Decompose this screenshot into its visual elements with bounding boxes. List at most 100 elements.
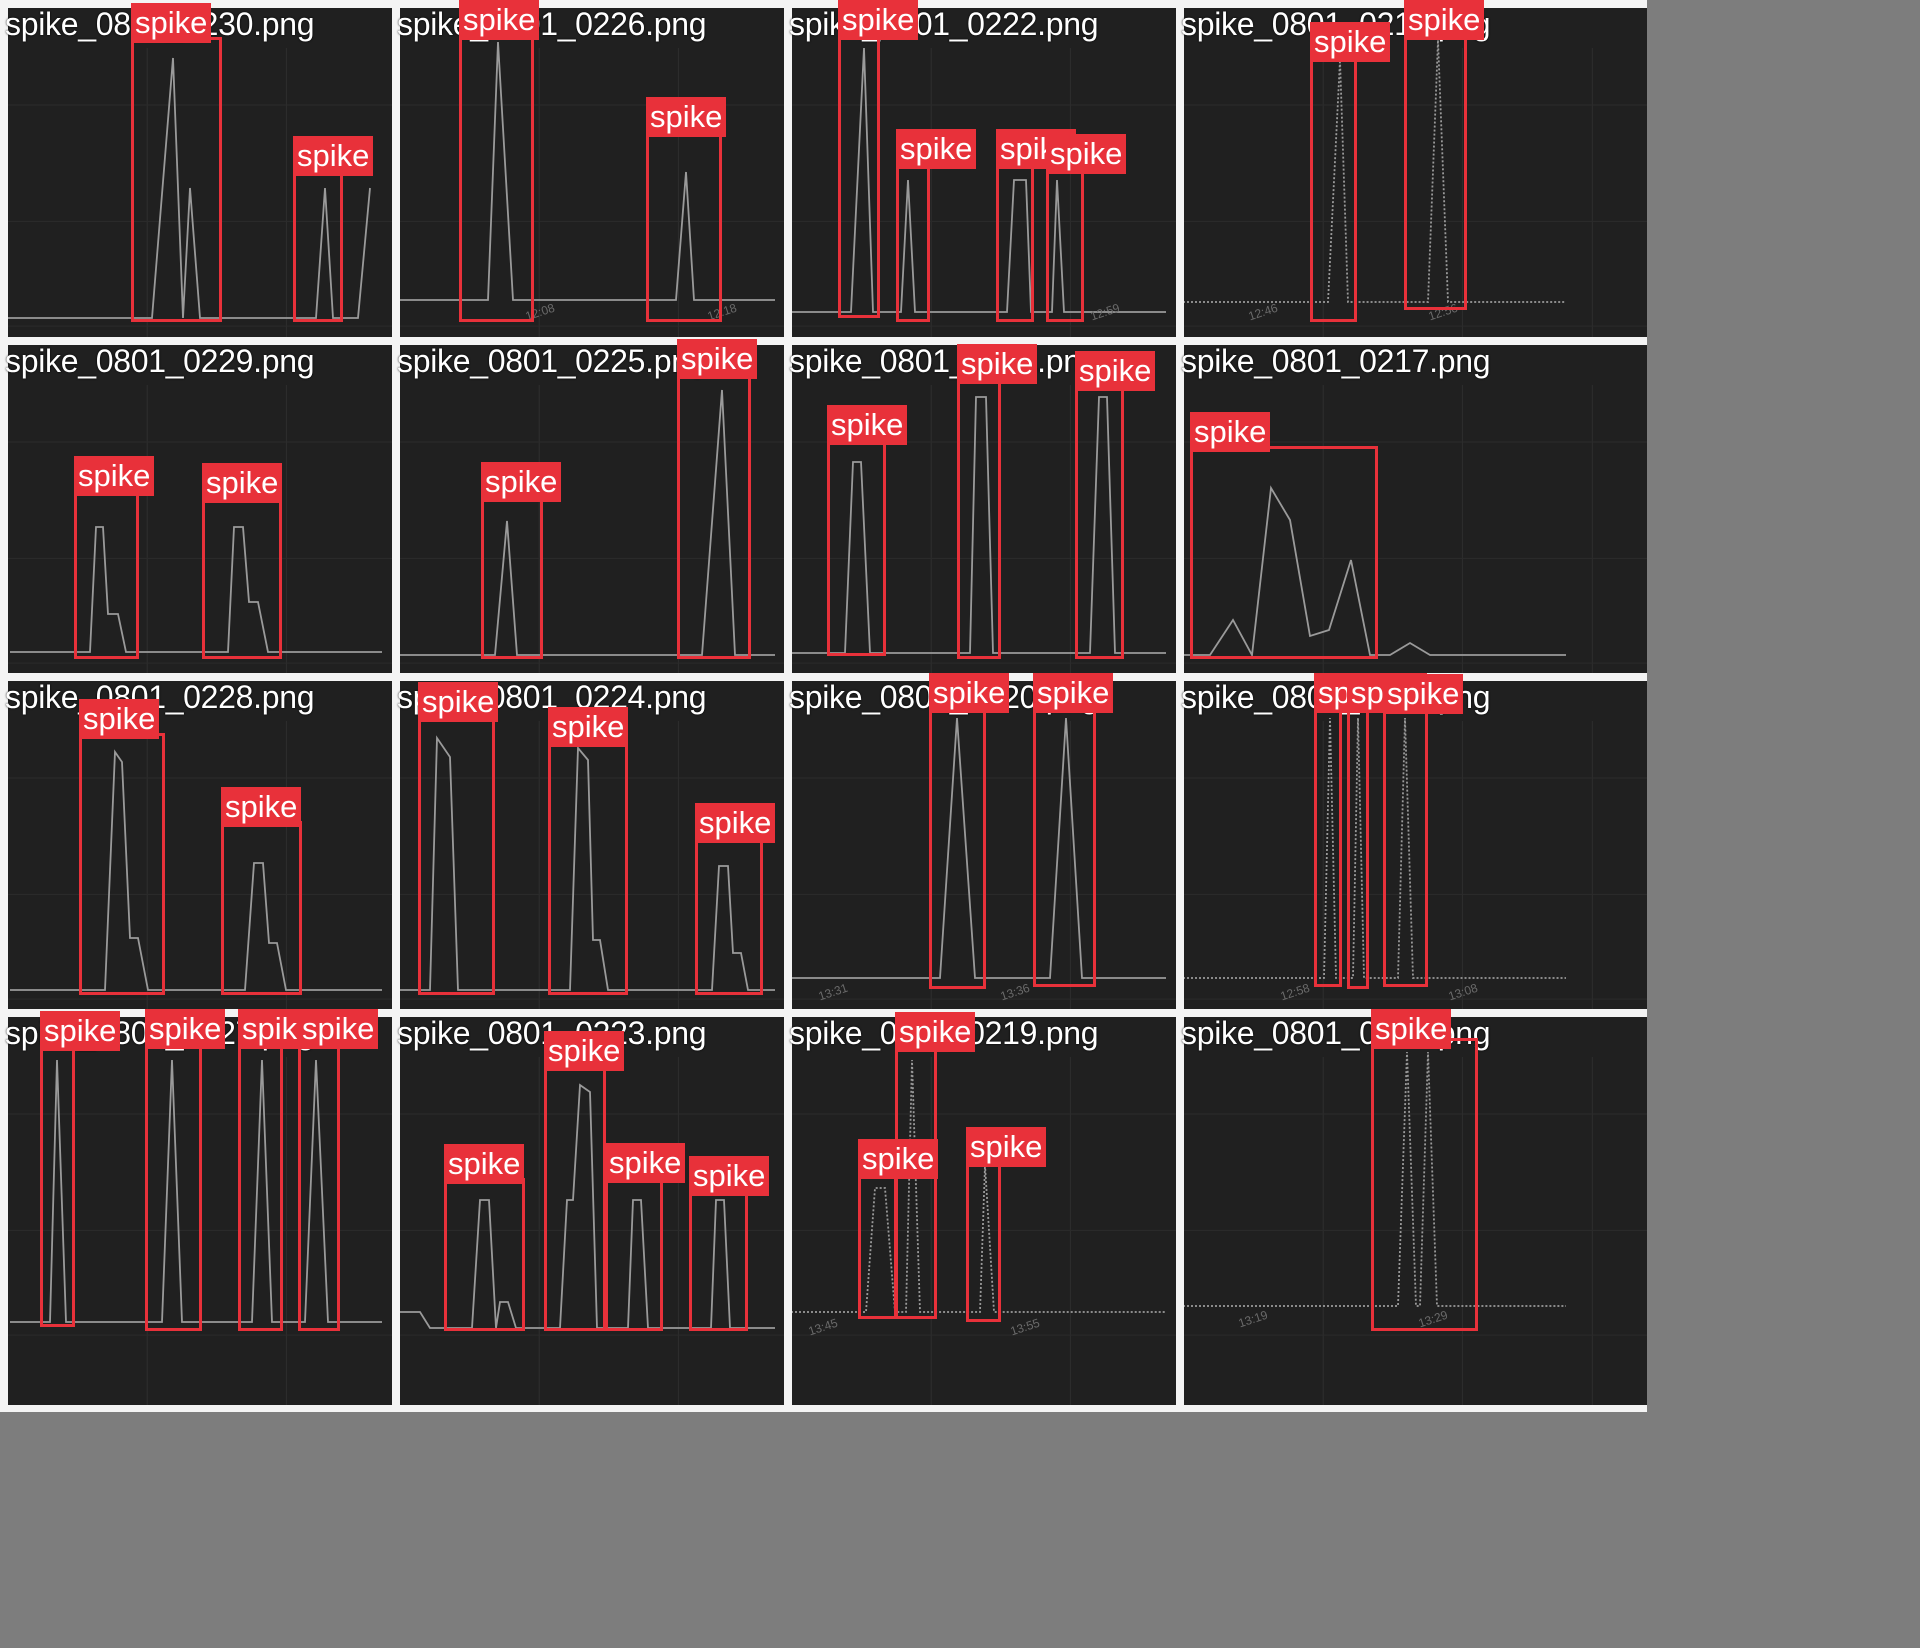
result-panel: 12:5813:08spike_0801_0216.pngspikespikes… [1176,673,1647,1076]
chart-screenshot: 13:19 13:29 [1184,1017,1647,1405]
panel-filename: spike_0801_0229.png [5,343,315,379]
detection-bounding-box [1310,56,1357,322]
metric-trace-line [10,749,382,991]
detection-bounding-box [238,1035,283,1331]
detection-class-label: spike [79,699,160,739]
metric-trace-line [400,389,775,656]
detection-class-label: spike [838,0,919,40]
detection-bounding-box [221,821,302,995]
detection-bounding-box [677,373,751,659]
metric-trace-line [10,526,382,653]
detection-bounding-box [544,1065,606,1331]
panel-filename: spike_0801_0226.png [397,6,707,42]
detection-class-label: spike [74,456,155,496]
panel-filename: spike_0801_0217.png [1181,343,1491,379]
detection-class-label: spike [131,3,212,43]
detection-class-label: spike [646,97,727,137]
panel-filename: spike_0801_0225.png [397,343,707,379]
metric-trace-line [792,717,1166,979]
detection-class-label: spike [418,682,499,722]
detection-bounding-box [929,703,986,989]
detection-bounding-box [1347,700,1369,989]
detection-bounding-box [605,1177,663,1331]
chart-screenshot: 12:58 13:08 [1184,681,1647,1069]
panel-filename: spike_0801_0222.png [789,6,1099,42]
detection-class-label: spike [481,462,562,502]
detection-bounding-box [646,131,722,322]
detection-bounding-box [548,741,628,995]
detection-bounding-box [459,28,534,322]
metric-trace-line [10,1059,382,1323]
detection-bounding-box [896,163,930,322]
detection-bounding-box [1371,1038,1478,1331]
detection-class-label: spike [1046,134,1127,174]
detection-class-label: spike [605,1143,686,1183]
detection-bounding-box [1046,168,1084,322]
result-panel: 13:19 13:29 spike_0801_0215.png spike [1176,1009,1647,1412]
detection-class-label: spike [895,1012,976,1052]
detection-class-label: spike [1033,673,1114,713]
detection-class-label: spike [689,1156,770,1196]
detection-bounding-box [131,37,222,322]
detection-bounding-box [827,439,886,656]
detection-bounding-box [689,1190,748,1331]
detection-bounding-box [444,1178,525,1331]
panel-filename: spike_0801_0228.png [5,679,315,715]
detection-bounding-box [957,378,1001,659]
detection-class-label: spike [221,787,302,827]
detection-class-label: spike [1404,0,1485,40]
metric-trace-line [792,396,1166,654]
metric-trace-line [792,47,1166,313]
detection-class-label: spike [544,1031,625,1071]
detection-bounding-box [145,1040,202,1331]
detection-bounding-box [1404,30,1467,310]
detection-class-label: spike [677,339,758,379]
detection-bounding-box [1033,703,1096,987]
detection-class-label: spike [858,1139,939,1179]
detection-class-label: spike [1371,1009,1452,1049]
detection-class-label: spike [695,803,776,843]
detection-class-label: spike [827,405,908,445]
chart-screenshot: 12:46 12:56 [1184,8,1647,396]
metric-trace-line [1184,39,1566,303]
metric-trace-line [1184,1051,1566,1307]
metric-trace-line [400,41,775,301]
detection-class-label: spike [957,344,1038,384]
chart-trace-canvas [1184,1051,1647,1405]
detection-bounding-box [1075,385,1124,659]
detection-bounding-box [74,490,139,659]
detection-class-label: spike [1383,674,1464,714]
detection-bounding-box [996,163,1034,322]
panel-filename: spike_0801_0221.png [789,343,1099,379]
metric-trace-line [1184,485,1566,658]
detection-bounding-box [858,1173,897,1319]
detection-bounding-box [695,837,763,995]
detection-class-label: spike [966,1127,1047,1167]
detection-class-label: spike [459,0,540,40]
detection-bounding-box [1314,700,1342,987]
metric-trace-line [1184,717,1566,979]
detection-bounding-box [838,30,880,318]
detection-bounding-box [79,733,165,995]
detection-class-label: spike [929,673,1010,713]
detection-class-label: spike [202,463,283,503]
detection-class-label: spike [1075,351,1156,391]
detection-class-label: spike [896,129,977,169]
detection-bounding-box [481,496,543,659]
detection-bounding-box [418,716,495,995]
metric-trace-line [400,735,775,991]
chart-screenshot [1184,345,1647,733]
detection-bounding-box [298,1038,340,1331]
metric-trace-line [792,1059,1166,1313]
detection-bounding-box [293,170,343,322]
detection-class-label: spike [293,136,374,176]
detection-class-label: spike [1310,22,1391,62]
detection-bounding-box [40,1045,75,1327]
detection-class-label: spike [145,1009,226,1049]
detection-class-label: spike [444,1144,525,1184]
detection-class-label: spike [40,1011,121,1051]
detection-bounding-box [1383,708,1428,987]
